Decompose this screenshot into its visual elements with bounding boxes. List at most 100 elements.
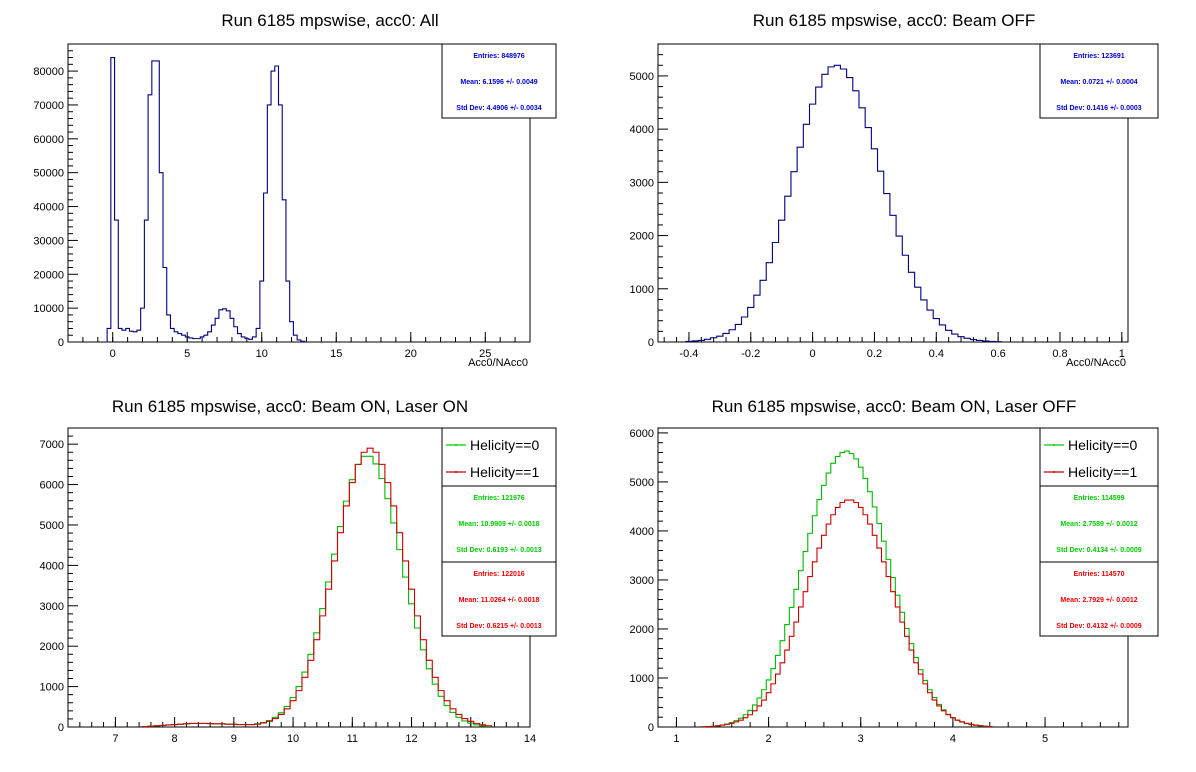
stats-box: [1039, 561, 1159, 637]
y-tick-label: 3000: [630, 575, 654, 587]
x-tick-label: -0.4: [679, 348, 698, 360]
stats-line: Entries: 114570: [1074, 571, 1125, 578]
y-tick-label: 5000: [630, 477, 654, 489]
y-tick-label: 7000: [40, 439, 64, 451]
histogram-series-2: [141, 447, 493, 727]
histogram-panel-2: Run 6185 mpswise, acc0: Beam OFF 0 1000 200…: [630, 11, 1159, 369]
x-tick-label: 4: [950, 733, 956, 745]
histogram-series-1: [141, 455, 493, 727]
stats-box: [1039, 43, 1159, 119]
x-tick-label: 3: [858, 733, 864, 745]
stats-line: Entries: 121976: [473, 495, 524, 502]
y-tick-label: 0: [648, 722, 654, 734]
y-tick-label: 2000: [630, 231, 654, 243]
y-tick-label: 1000: [630, 673, 654, 685]
legend-entry: Helicity==1: [470, 464, 539, 480]
x-tick-label: 5: [1042, 733, 1048, 745]
chart-title: Run 6185 mpswise, acc0: Beam ON, Laser O…: [112, 397, 468, 416]
x-axis-label: Acc0/NAcc0: [1066, 357, 1126, 369]
chart-title: Run 6185 mpswise, acc0: Beam ON, Laser O…: [712, 397, 1077, 416]
x-tick-label: 7: [112, 733, 118, 745]
stats-line: Std Dev: 0.6215 +/- 0.0013: [456, 623, 542, 630]
histogram-series-2: [701, 499, 993, 727]
x-tick-label: 0: [110, 348, 116, 360]
y-tick-label: 70000: [33, 100, 64, 112]
x-tick-label: 15: [330, 348, 342, 360]
stats-line: Std Dev: 0.6193 +/- 0.0013: [456, 547, 542, 554]
x-tick-label: 0.8: [1052, 348, 1067, 360]
y-tick-label: 30000: [33, 235, 64, 247]
y-tick-label: 0: [58, 337, 64, 349]
x-tick-label: 1: [1119, 348, 1125, 360]
y-tick-label: 1000: [630, 284, 654, 296]
y-tick-label: 6000: [40, 480, 64, 492]
legend-entry: Helicity==0: [470, 437, 539, 453]
x-tick-label: 5: [184, 348, 190, 360]
legend-marker: [455, 444, 457, 446]
stats-box: [441, 43, 557, 119]
x-tick-label: 2: [766, 733, 772, 745]
chart-title: Run 6185 mpswise, acc0: All: [221, 11, 438, 30]
x-tick-label: 0.4: [929, 348, 944, 360]
y-tick-label: 10000: [33, 303, 64, 315]
histogram-series-1: [103, 56, 309, 342]
legend-marker: [1053, 444, 1055, 446]
x-tick-label: 10: [256, 348, 268, 360]
stats-line: Mean: 6.1596 +/- 0.0049: [460, 79, 537, 86]
x-tick-label: 0.6: [990, 348, 1005, 360]
y-tick-label: 6000: [630, 428, 654, 440]
stats-line: Std Dev: 0.4132 +/- 0.0009: [1056, 623, 1142, 630]
y-tick-label: 5000: [630, 71, 654, 83]
stats-line: Entries: 848976: [473, 53, 524, 60]
x-tick-label: 0: [810, 348, 816, 360]
y-tick-label: 60000: [33, 134, 64, 146]
histogram-panel-3: Run 6185 mpswise, acc0: Beam ON, Laser O…: [40, 397, 557, 745]
stats-line: Mean: 2.7929 +/- 0.0012: [1060, 597, 1137, 604]
x-tick-label: 25: [479, 348, 491, 360]
histogram-series-1: [685, 64, 1002, 342]
x-tick-label: 14: [524, 733, 536, 745]
stats-line: Entries: 114599: [1074, 495, 1125, 502]
y-tick-label: 4000: [630, 526, 654, 538]
x-tick-label: 12: [405, 733, 417, 745]
legend-marker: [1053, 471, 1055, 473]
stats-line: Mean: 2.7589 +/- 0.0012: [1060, 521, 1137, 528]
stats-line: Std Dev: 0.4134 +/- 0.0009: [1056, 547, 1142, 554]
x-tick-label: 8: [172, 733, 178, 745]
y-tick-label: 50000: [33, 168, 64, 180]
y-tick-label: 3000: [40, 601, 64, 613]
x-tick-label: 9: [231, 733, 237, 745]
x-axis-label: Acc0/NAcc0: [468, 357, 528, 369]
y-tick-label: 3000: [630, 177, 654, 189]
chart-title: Run 6185 mpswise, acc0: Beam OFF: [753, 11, 1036, 30]
stats-box: [441, 485, 557, 563]
y-tick-label: 0: [648, 337, 654, 349]
y-tick-label: 1000: [40, 682, 64, 694]
x-tick-label: 13: [465, 733, 477, 745]
y-tick-label: 20000: [33, 269, 64, 281]
stats-line: Std Dev: 0.1416 +/- 0.0003: [1056, 105, 1142, 112]
x-tick-label: 11: [347, 733, 358, 745]
x-tick-label: 10: [287, 733, 299, 745]
y-tick-label: 4000: [630, 124, 654, 136]
stats-line: Mean: 11.0264 +/- 0.0018: [459, 597, 540, 604]
y-tick-label: 5000: [40, 520, 64, 532]
x-tick-label: 0.2: [867, 348, 882, 360]
stats-line: Mean: 10.9909 +/- 0.0018: [458, 521, 539, 528]
x-tick-label: -0.2: [741, 348, 760, 360]
stats-line: Entries: 122016: [473, 571, 524, 578]
histogram-series-1: [701, 450, 993, 727]
y-tick-label: 80000: [33, 66, 64, 78]
stats-box: [441, 561, 557, 637]
legend-entry: Helicity==0: [1068, 437, 1137, 453]
x-tick-label: 1: [673, 733, 679, 745]
legend-marker: [455, 471, 457, 473]
stats-line: Mean: 0.0721 +/- 0.0004: [1060, 79, 1137, 86]
y-tick-label: 2000: [630, 624, 654, 636]
legend-entry: Helicity==1: [1068, 464, 1137, 480]
y-tick-label: 4000: [40, 560, 64, 572]
y-tick-label: 40000: [33, 202, 64, 214]
y-tick-label: 2000: [40, 641, 64, 653]
y-tick-label: 0: [58, 722, 64, 734]
